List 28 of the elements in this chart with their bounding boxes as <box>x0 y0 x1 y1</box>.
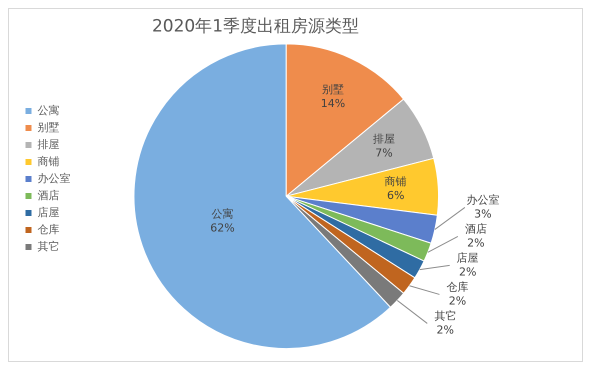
chart-title: 2020年1季度出租房源类型 <box>152 16 360 37</box>
data-label: 14% <box>320 96 346 110</box>
slice-label: 商铺 <box>384 175 407 188</box>
data-label: 62% <box>210 221 235 234</box>
slice-label: 别墅 <box>322 82 344 96</box>
legend-label: 排屋 <box>38 138 60 151</box>
data-label: 2% <box>436 323 454 336</box>
data-label: 2% <box>448 294 466 308</box>
slice-label: 其它 <box>434 309 456 322</box>
data-label: 7% <box>375 146 393 160</box>
slice-label: 公寓 <box>212 207 234 220</box>
slice-label: 仓库 <box>446 280 468 294</box>
legend-label: 仓库 <box>38 222 60 236</box>
legend-label: 店屋 <box>38 206 60 219</box>
legend-label: 公寓 <box>38 104 60 117</box>
legend-label: 别墅 <box>38 120 60 134</box>
data-label: 3% <box>474 207 492 220</box>
legend-label: 酒店 <box>38 188 60 202</box>
legend-label: 其它 <box>38 240 60 253</box>
data-label: 6% <box>386 189 404 202</box>
slice-label: 排屋 <box>372 132 395 146</box>
slice-label: 店屋 <box>456 251 479 264</box>
legend-label: 办公室 <box>38 172 70 185</box>
data-label: 2% <box>458 265 476 278</box>
legend-label: 商铺 <box>38 154 60 168</box>
slice-label: 酒店 <box>464 222 487 236</box>
data-label: 2% <box>467 236 485 250</box>
slice-label: 办公室 <box>466 193 500 206</box>
